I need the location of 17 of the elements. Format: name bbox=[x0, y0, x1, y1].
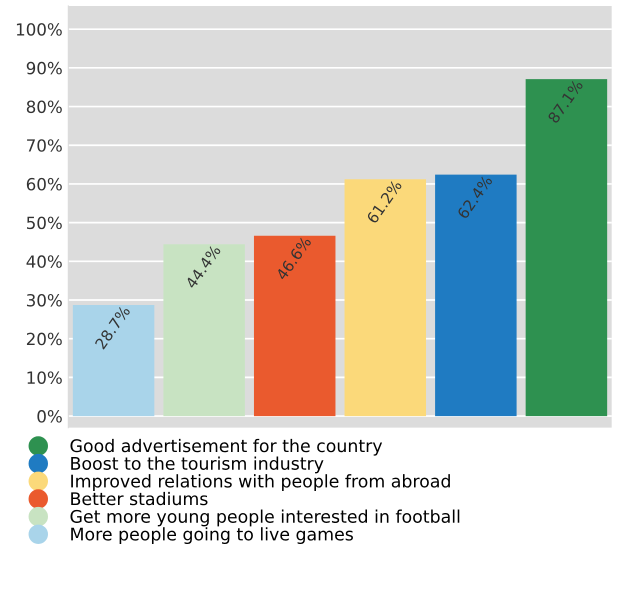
y-tick-label: 50% bbox=[26, 216, 62, 230]
legend-label: Improved relations with people from abroad bbox=[71, 474, 450, 491]
y-tick-label: 40% bbox=[26, 255, 62, 268]
y-tick-label: 70% bbox=[27, 139, 62, 152]
y-tick-label: 0% bbox=[37, 410, 62, 423]
legend-label: More people going to live games bbox=[71, 527, 353, 544]
y-tick-label: 20% bbox=[26, 332, 62, 346]
legend-label: Better stadiums bbox=[71, 492, 208, 506]
y-tick-label: 80% bbox=[26, 100, 62, 114]
y-tick-label: 90% bbox=[26, 62, 62, 74]
legend-label: Good advertisement for the country bbox=[70, 438, 382, 456]
legend-label: Get more young people interested in football bbox=[70, 510, 460, 526]
y-tick-label: 100% bbox=[16, 23, 62, 36]
legend-label: Boost to the tourism industry bbox=[71, 456, 324, 474]
y-tick-label: 30% bbox=[26, 294, 62, 307]
y-tick-label: 60% bbox=[26, 178, 62, 190]
y-tick-label: 10% bbox=[28, 371, 62, 384]
